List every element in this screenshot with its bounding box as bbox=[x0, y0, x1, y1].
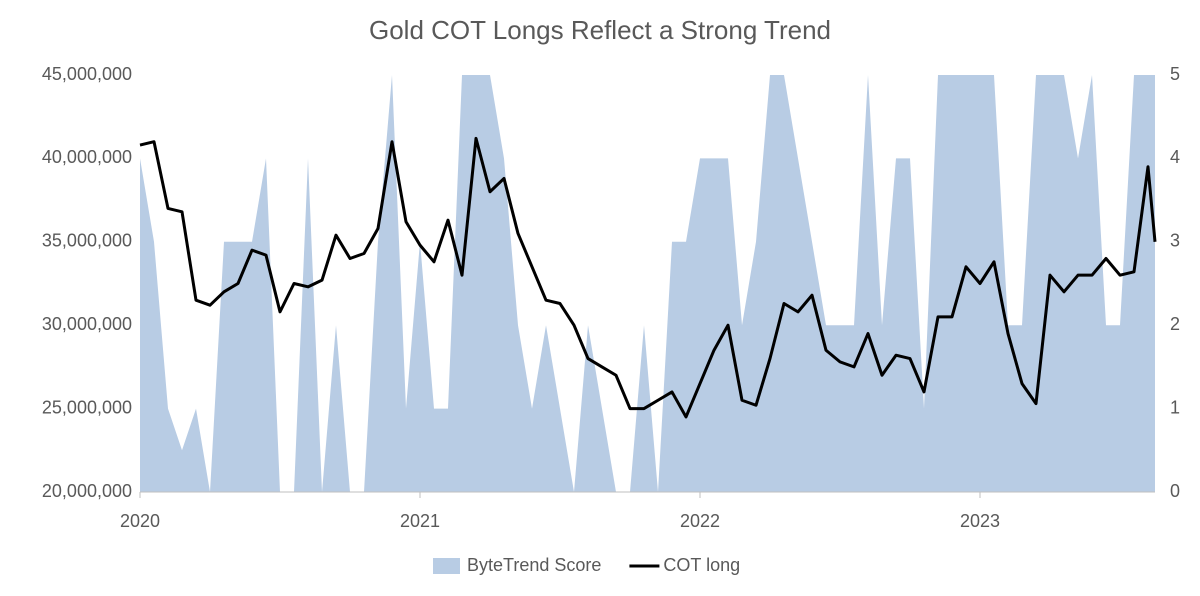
y2-tick-label: 5 bbox=[1170, 64, 1180, 84]
legend-swatch bbox=[433, 558, 460, 574]
y-tick-label: 20,000,000 bbox=[42, 481, 132, 501]
cot-line bbox=[139, 136, 1157, 419]
y-tick-label: 45,000,000 bbox=[42, 64, 132, 84]
y2-tick-label: 3 bbox=[1170, 231, 1180, 251]
y-tick-label: 35,000,000 bbox=[42, 231, 132, 251]
y-tick-label: 40,000,000 bbox=[42, 147, 132, 167]
x-tick-label: 2020 bbox=[120, 511, 160, 531]
x-tick-label: 2023 bbox=[960, 511, 1000, 531]
y2-tick-label: 2 bbox=[1170, 314, 1180, 334]
x-tick-label: 2022 bbox=[680, 511, 720, 531]
x-tick-label: 2021 bbox=[400, 511, 440, 531]
y-tick-label: 25,000,000 bbox=[42, 397, 132, 417]
legend-label: ByteTrend Score bbox=[467, 555, 601, 575]
score-area bbox=[140, 75, 1155, 492]
chart-title: Gold COT Longs Reflect a Strong Trend bbox=[369, 15, 831, 45]
y2-tick-label: 0 bbox=[1170, 481, 1180, 501]
y2-tick-label: 1 bbox=[1170, 397, 1180, 417]
y2-tick-label: 4 bbox=[1170, 147, 1180, 167]
y-tick-label: 30,000,000 bbox=[42, 314, 132, 334]
legend-label: COT long bbox=[663, 555, 740, 575]
